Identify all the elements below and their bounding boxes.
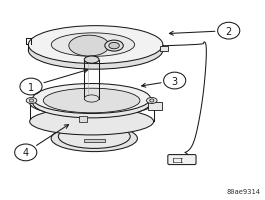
FancyBboxPatch shape: [160, 46, 167, 51]
Ellipse shape: [84, 95, 99, 103]
Ellipse shape: [28, 27, 163, 64]
Circle shape: [29, 99, 34, 103]
Ellipse shape: [147, 98, 157, 104]
Text: 80ae9314: 80ae9314: [226, 188, 260, 194]
FancyBboxPatch shape: [168, 155, 196, 165]
Ellipse shape: [43, 89, 140, 113]
Ellipse shape: [33, 84, 151, 114]
Ellipse shape: [30, 108, 154, 135]
Ellipse shape: [84, 57, 99, 64]
Text: 2: 2: [226, 27, 232, 36]
Ellipse shape: [33, 88, 151, 118]
Ellipse shape: [69, 36, 109, 57]
FancyBboxPatch shape: [84, 140, 105, 143]
Ellipse shape: [51, 126, 137, 152]
Ellipse shape: [51, 34, 135, 57]
Text: 3: 3: [172, 76, 178, 86]
Ellipse shape: [58, 125, 130, 149]
Ellipse shape: [28, 32, 163, 70]
Text: 1: 1: [28, 82, 34, 92]
Ellipse shape: [58, 109, 130, 133]
Ellipse shape: [105, 41, 123, 52]
Ellipse shape: [109, 43, 119, 50]
Circle shape: [150, 99, 154, 103]
Text: 4: 4: [23, 148, 29, 158]
Ellipse shape: [30, 90, 154, 117]
Ellipse shape: [26, 98, 37, 104]
FancyBboxPatch shape: [79, 116, 87, 122]
FancyBboxPatch shape: [82, 52, 96, 55]
FancyBboxPatch shape: [148, 103, 162, 111]
